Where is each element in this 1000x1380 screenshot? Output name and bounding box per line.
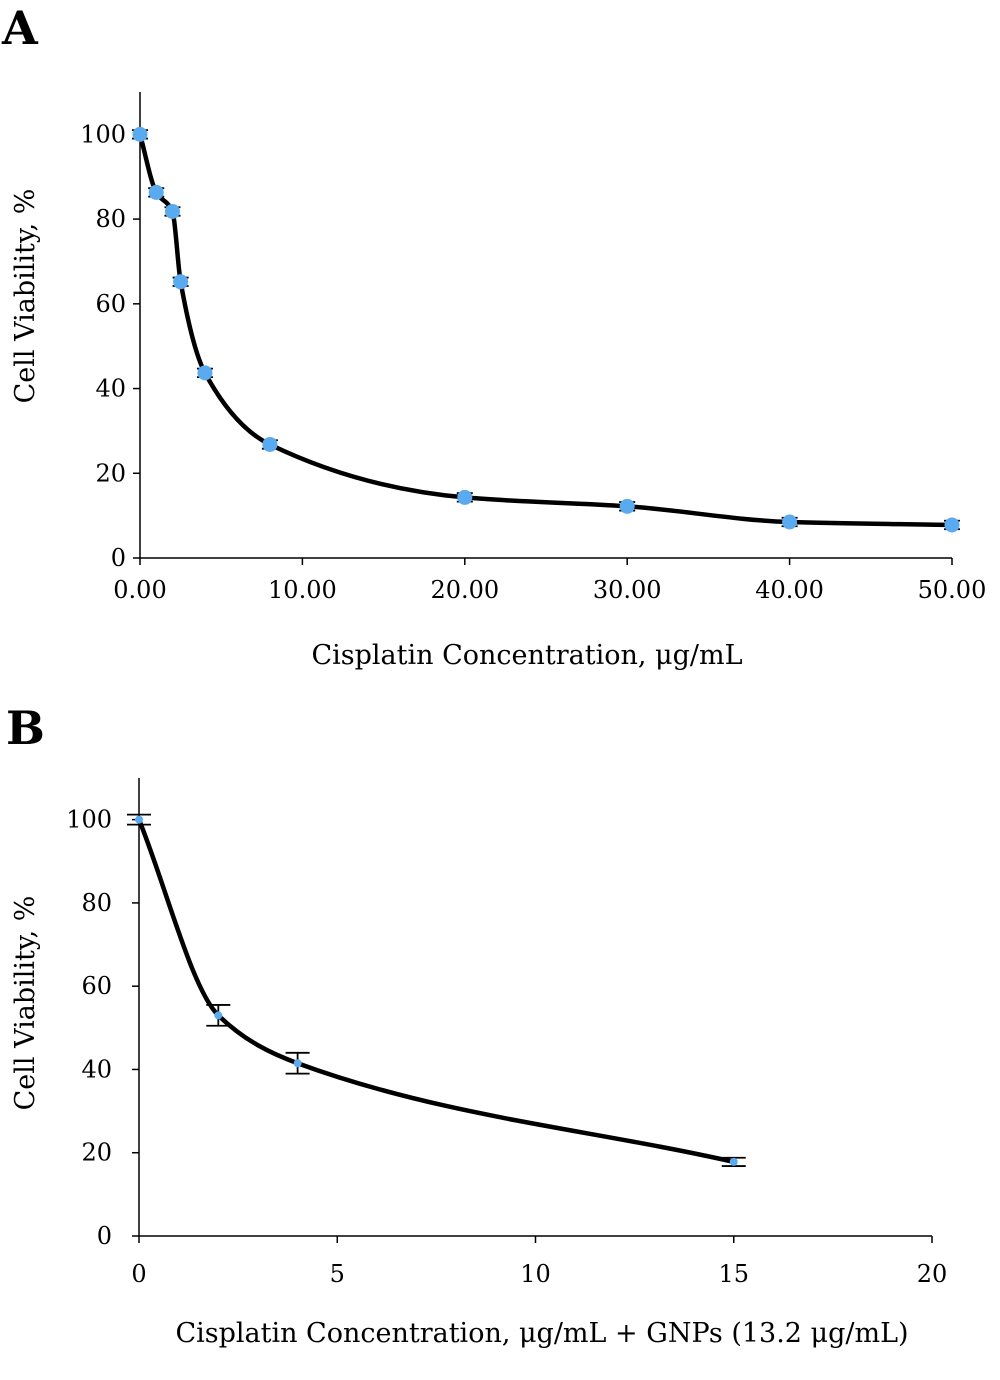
x-tick-label: 20 [917,1260,948,1288]
x-tick-label: 50.00 [918,576,987,604]
panel-b: B 0 5 10 15 20 0 20 40 60 80 100 Cisplatin Concent… [6,701,947,1349]
data-point [262,436,278,452]
panel-a-markers [132,126,960,533]
data-point [619,498,635,514]
y-tick-label: 80 [81,889,112,917]
data-point [164,203,180,219]
x-tick-label: 5 [330,1260,345,1288]
panel-b-x-axis-title: Cisplatin Concentration, μg/mL + GNPs (1… [175,1318,908,1349]
y-tick-label: 40 [95,375,126,403]
panel-a-error-bars [132,129,960,531]
panel-a-label: A [1,1,39,55]
data-point [135,815,143,824]
panel-a-ticks: 0.00 10.00 20.00 30.00 40.00 50.00 0 20 40 60 80 10… [80,120,986,604]
data-point [173,274,189,290]
x-tick-label: 0 [131,1260,146,1288]
data-point [782,514,798,530]
y-tick-label: 60 [95,290,126,318]
data-point [197,365,213,381]
panel-a-x-axis-title: Cisplatin Concentration, μg/mL [311,640,742,671]
data-point [729,1157,738,1166]
data-point [148,184,164,200]
panel-b-series-line [136,817,736,1165]
y-tick-label: 100 [80,120,126,148]
x-tick-label: 10 [520,1260,551,1288]
y-tick-label: 60 [81,972,112,1000]
data-point [293,1059,302,1068]
panel-b-y-axis-title: Cell Viability, % [10,896,41,1111]
panel-b-label: B [6,701,45,755]
panel-a: A 0.00 10.00 20.00 30.00 40.00 50.00 0 20 40 60 80… [1,1,986,671]
y-tick-label: 100 [66,806,112,834]
y-tick-label: 20 [95,459,126,487]
x-tick-label: 40.00 [755,576,824,604]
panel-b-error-bars [127,813,746,1167]
y-tick-label: 80 [95,205,126,233]
x-tick-label: 20.00 [430,576,499,604]
x-tick-label: 10.00 [268,576,337,604]
data-point [457,489,473,505]
y-tick-label: 40 [81,1055,112,1083]
data-point [944,517,960,533]
panel-b-ticks: 0 5 10 15 20 0 20 40 60 80 100 [66,806,947,1288]
x-tick-label: 0.00 [113,576,166,604]
data-point [214,1011,223,1020]
panel-a-series-line [137,132,955,528]
y-tick-label: 0 [97,1222,112,1250]
x-tick-label: 15 [718,1260,749,1288]
panel-a-y-axis-title: Cell Viability, % [10,189,41,404]
y-tick-label: 20 [81,1139,112,1167]
x-tick-label: 30.00 [593,576,662,604]
panel-b-markers [135,815,738,1166]
y-tick-label: 0 [111,544,126,572]
data-point [132,126,148,142]
